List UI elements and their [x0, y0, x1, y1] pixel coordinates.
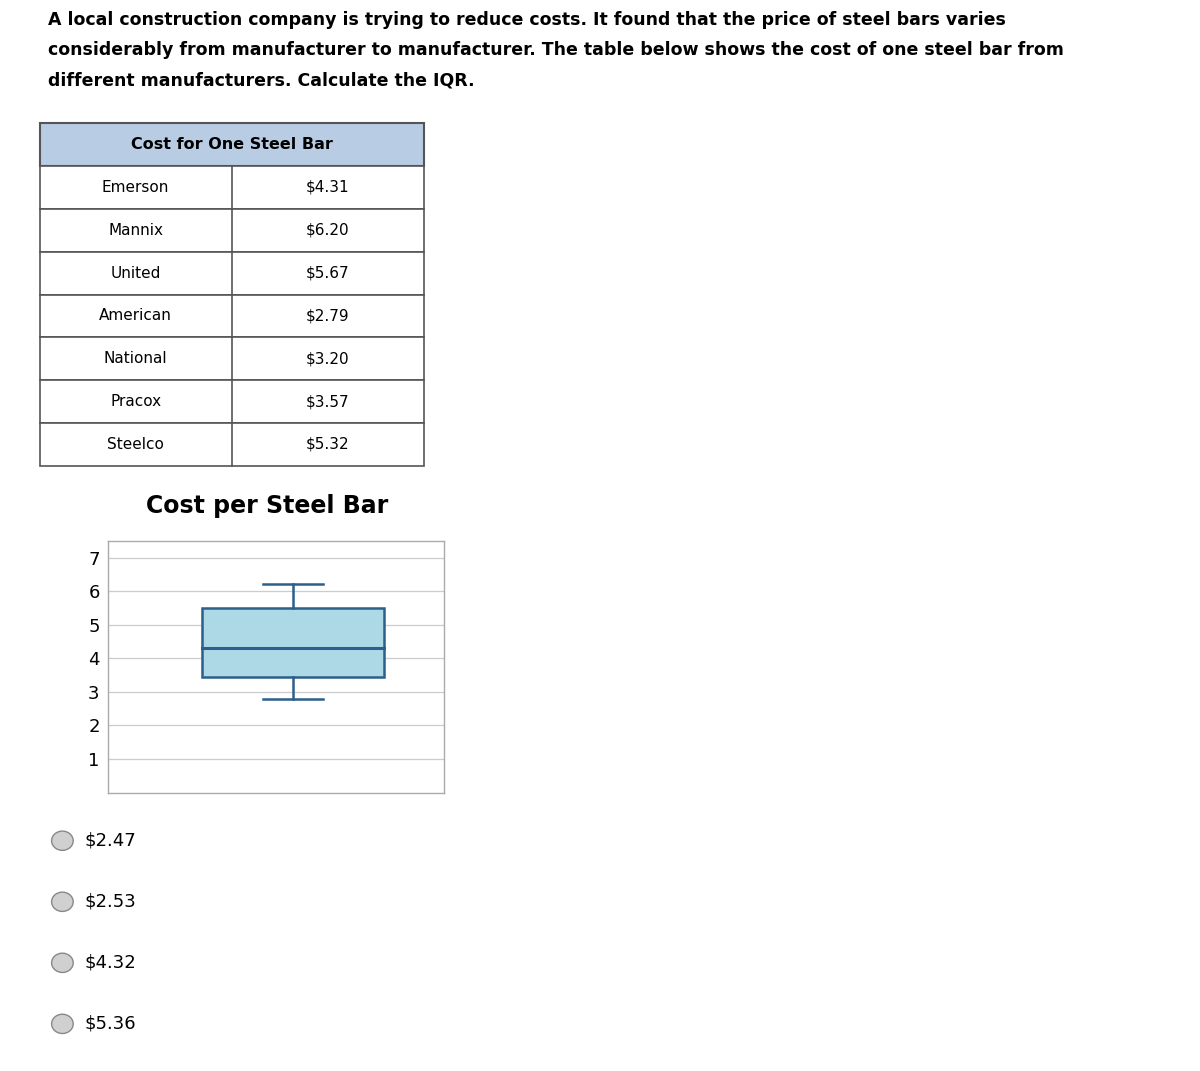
Text: Pracox: Pracox: [110, 394, 161, 409]
Bar: [40, 252, 424, 295]
Text: Mannix: Mannix: [108, 223, 163, 238]
Text: $5.32: $5.32: [306, 437, 349, 452]
Text: $4.32: $4.32: [84, 954, 136, 971]
Text: considerably from manufacturer to manufacturer. The table below shows the cost o: considerably from manufacturer to manufa…: [48, 41, 1064, 59]
Text: different manufacturers. Calculate the IQR.: different manufacturers. Calculate the I…: [48, 72, 475, 90]
Bar: [40, 166, 424, 209]
Text: United: United: [110, 266, 161, 281]
Bar: [40, 380, 424, 423]
Bar: [40, 209, 424, 252]
Text: $6.20: $6.20: [306, 223, 349, 238]
Text: $5.67: $5.67: [306, 266, 349, 281]
Text: Cost for One Steel Bar: Cost for One Steel Bar: [131, 137, 332, 152]
Bar: [40, 423, 424, 466]
Bar: [40, 295, 424, 337]
Text: National: National: [103, 351, 168, 366]
Text: Cost per Steel Bar: Cost per Steel Bar: [146, 494, 389, 518]
Text: A local construction company is trying to reduce costs. It found that the price : A local construction company is trying t…: [48, 11, 1006, 29]
Text: $2.53: $2.53: [84, 893, 136, 910]
Text: American: American: [100, 308, 172, 323]
Text: $5.36: $5.36: [84, 1015, 136, 1032]
Text: $3.57: $3.57: [306, 394, 349, 409]
Text: Steelco: Steelco: [107, 437, 164, 452]
Bar: [202, 608, 384, 677]
Text: Emerson: Emerson: [102, 180, 169, 195]
Text: $2.47: $2.47: [84, 832, 136, 849]
Text: $3.20: $3.20: [306, 351, 349, 366]
Text: $2.79: $2.79: [306, 308, 349, 323]
Bar: [40, 337, 424, 380]
Bar: [40, 123, 424, 166]
Text: $4.31: $4.31: [306, 180, 349, 195]
